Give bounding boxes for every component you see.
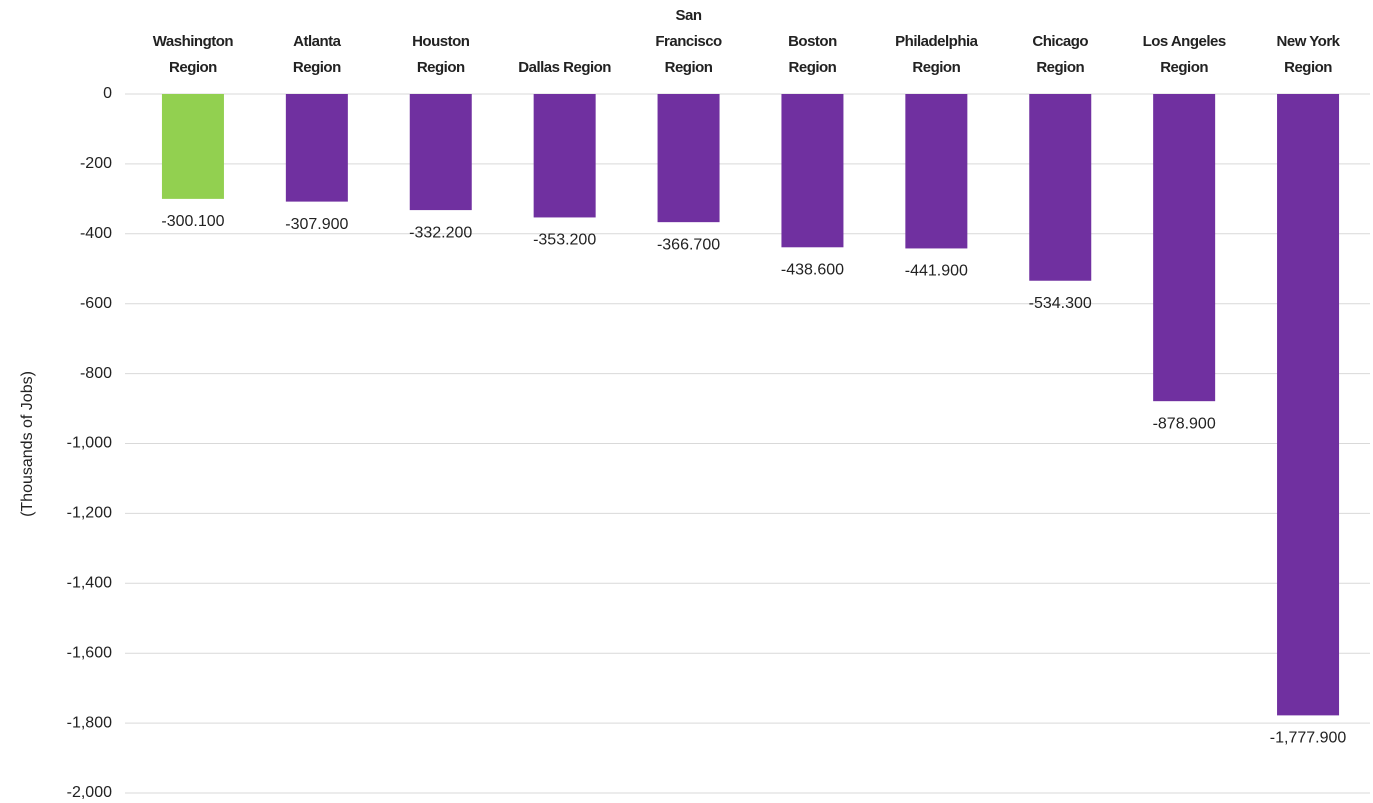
- value-label: -307.900: [285, 216, 348, 233]
- y-tick-label: 0: [103, 85, 112, 102]
- x-tick-label-text: Houston Region: [412, 33, 470, 76]
- value-label: -878.900: [1153, 415, 1216, 432]
- x-tick-label-text: Philadelphia Region: [895, 33, 978, 76]
- bar: [1153, 94, 1216, 402]
- bar: [781, 94, 844, 248]
- bar: [409, 94, 472, 211]
- bar: [905, 94, 968, 249]
- value-label: -300.100: [161, 213, 224, 230]
- value-label: -353.200: [533, 232, 596, 249]
- y-tick-label: -1,200: [67, 505, 112, 522]
- y-tick-label: -1,400: [67, 575, 112, 592]
- bar: [1277, 94, 1340, 716]
- x-tick-label-text: San Francisco Region: [655, 7, 722, 76]
- x-tick-label: Boston Region: [764, 1, 860, 81]
- x-tick-label-text: Dallas Region: [518, 59, 611, 76]
- x-tick-label: Philadelphia Region: [888, 1, 984, 81]
- x-tick-label-text: Washington Region: [152, 33, 234, 76]
- x-tick-label-text: Atlanta Region: [292, 33, 341, 76]
- y-tick-label: -200: [80, 155, 112, 172]
- x-tick-label: Chicago Region: [1012, 1, 1108, 81]
- value-label: -332.200: [409, 224, 472, 241]
- bar: [657, 94, 720, 223]
- x-tick-label-text: New York Region: [1276, 33, 1340, 76]
- value-label: -366.700: [657, 236, 720, 253]
- x-tick-label: New York Region: [1260, 1, 1356, 81]
- value-label: -441.900: [905, 263, 968, 280]
- bar: [1029, 94, 1092, 281]
- bar: [285, 94, 348, 202]
- x-tick-label: Houston Region: [393, 1, 489, 81]
- x-tick-label-text: Boston Region: [788, 33, 837, 76]
- x-tick-label: Atlanta Region: [269, 1, 365, 81]
- y-tick-label: -400: [80, 225, 112, 242]
- value-label: -1,777.900: [1270, 730, 1347, 747]
- y-tick-label: -2,000: [67, 784, 112, 801]
- y-axis-title: (Thousands of Jobs): [19, 371, 36, 517]
- x-tick-label-text: Los Angeles Region: [1142, 33, 1227, 76]
- y-tick-label: -1,800: [67, 714, 112, 731]
- x-tick-label: Los Angeles Region: [1136, 1, 1232, 81]
- y-tick-label: -600: [80, 295, 112, 312]
- x-tick-label: Washington Region: [145, 1, 241, 81]
- x-tick-label: Dallas Region: [517, 1, 613, 81]
- y-tick-label: -1,600: [67, 644, 112, 661]
- y-tick-label: -1,000: [67, 435, 112, 452]
- bar: [533, 94, 596, 218]
- x-tick-label: San Francisco Region: [641, 1, 737, 81]
- x-tick-label-text: Chicago Region: [1032, 33, 1089, 76]
- bar: [161, 94, 224, 199]
- value-label: -534.300: [1029, 295, 1092, 312]
- value-label: -438.600: [781, 262, 844, 279]
- y-tick-label: -800: [80, 365, 112, 382]
